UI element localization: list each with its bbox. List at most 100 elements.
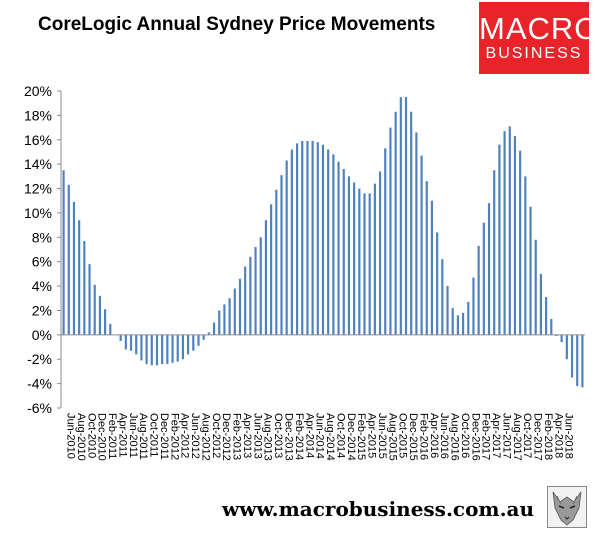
bar [332,154,335,335]
bar [373,183,376,335]
bar [311,140,314,335]
x-tick-label: Aug-2012 [199,413,211,461]
x-tick-label: Apr-2013 [241,413,253,458]
bar [129,334,133,351]
bar [109,323,112,335]
bar [441,259,444,335]
x-tick-label: Feb-2014 [293,413,305,460]
bar [119,334,122,341]
x-tick-label: Jun-2016 [438,413,450,459]
bar [472,277,475,335]
bar [306,140,309,335]
bar [368,193,371,335]
bar [62,170,65,335]
x-tick-label: Jun-2015 [376,413,388,459]
bar [493,170,496,335]
bar [415,132,418,335]
y-axis: 20% 18% 16% 14% 12% 10% 8% 6% 4% 2% 0% -2% -4% -6% [24,83,62,416]
bar [482,222,485,335]
x-tick-label: Dec-2010 [96,413,108,461]
x-tick-label: Aug-2013 [262,413,274,461]
bar [270,204,273,335]
bar [223,304,226,335]
x-tick-label: Oct-2014 [334,413,346,458]
bar [244,266,247,335]
bar [155,334,159,366]
bar [430,200,434,335]
x-tick-label: Apr-2014 [303,413,315,458]
x-tick-label: Apr-2015 [366,413,378,458]
bar [555,334,558,337]
x-tick-label: Oct-2013 [272,413,284,458]
bar [166,334,169,365]
bar [467,301,470,335]
bar [560,334,563,343]
bar [581,334,584,388]
x-tick-label: Feb-2013 [231,413,243,460]
bar [399,97,402,335]
x-tick-label: Aug-2010 [75,413,87,461]
bar [529,206,532,335]
bar [124,334,127,350]
bar [290,149,293,335]
x-tick-label: Oct-2015 [397,413,409,458]
bar [508,126,511,335]
bar [140,334,143,361]
bar [295,143,299,335]
y-tick-label: 16% [24,132,52,148]
x-tick-label: Dec-2011 [158,413,170,460]
x-tick-label: Oct-2017 [521,413,533,458]
bar [384,148,387,335]
bar [570,334,574,378]
x-tick-label: Jun-2014 [314,413,326,459]
bar [187,334,190,355]
x-tick-label: Jun-2013 [251,413,263,459]
bar [498,144,501,335]
x-axis: Jun-2010Aug-2010Oct-2010Dec-2010Feb-2011… [61,334,585,461]
bar [301,140,304,335]
x-tick-label: Oct-2016 [459,413,471,458]
bar [202,334,205,340]
x-tick-label: Aug-2014 [324,413,336,461]
x-tick-label: Dec-2013 [283,413,295,461]
bar [135,334,138,355]
bar [150,334,153,366]
bar [363,193,366,335]
bar [337,161,340,335]
bar [519,150,522,335]
y-tick-label: 14% [24,156,52,172]
bar [321,144,325,335]
bar [93,284,96,335]
bar [254,247,257,335]
bar [576,334,579,387]
bar [78,220,81,335]
bar [539,273,542,335]
bar [316,142,319,335]
y-tick-label: -2% [27,351,52,367]
footer-url[interactable]: www.macrobusiness.com.au [222,497,535,521]
x-tick-label: Feb-2011 [106,413,118,459]
bar [327,149,330,335]
x-tick-label: Oct-2011 [148,413,160,457]
logo-text-macro: MACRO [479,11,598,46]
bar [238,278,242,335]
bar [425,181,428,335]
x-tick-label: Apr-2012 [179,413,191,458]
bar [98,295,101,335]
bar [249,256,252,335]
bar [181,334,185,360]
bar [280,175,283,335]
bar [451,308,454,335]
y-tick-label: 0% [32,327,52,343]
y-tick-label: 6% [32,254,52,270]
x-tick-label: Jun-2011 [127,413,139,458]
bar [353,182,356,335]
logo-text-business: BUSINESS [485,45,583,62]
bar [218,310,221,335]
bar [565,334,568,360]
bar [264,220,268,335]
bar [145,334,148,365]
bar [161,334,164,365]
bar [545,297,548,335]
